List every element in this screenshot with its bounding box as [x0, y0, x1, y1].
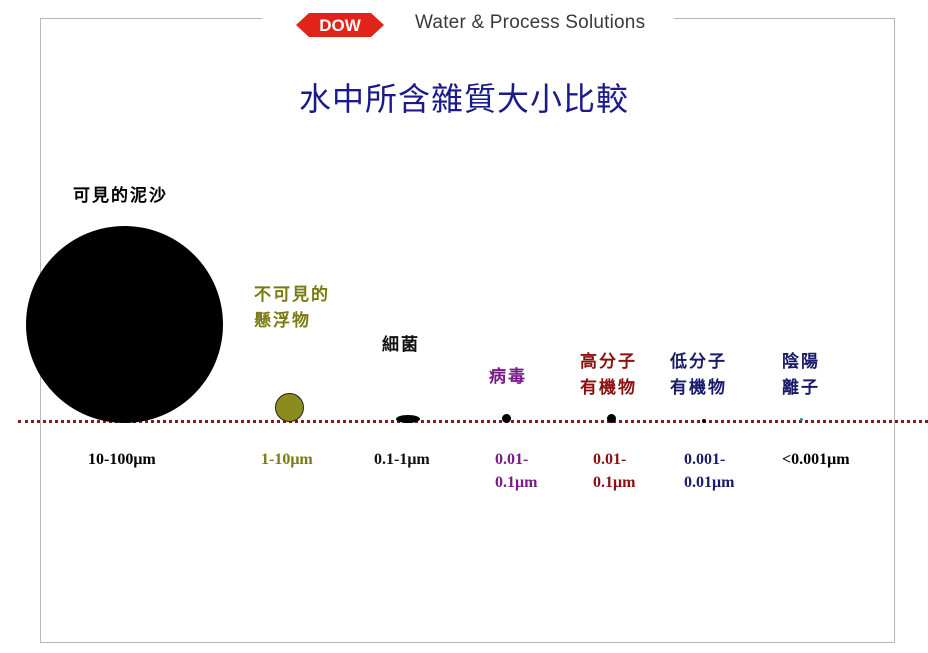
page-title: 水中所含雜質大小比較	[298, 80, 629, 118]
size-low-molecular-organics: 0.001- 0.01μm	[684, 451, 735, 491]
label-low-molecular-organics: 低分子 有機物	[670, 352, 727, 398]
macromolecule-particle	[607, 414, 616, 423]
size-macromolecular-organics: 0.01- 0.1μm	[593, 451, 636, 491]
sediment-particle	[26, 226, 223, 423]
size-suspended-solids: 1-10μm	[261, 451, 313, 468]
label-bacteria: 細菌	[382, 335, 420, 355]
size-baseline	[18, 420, 928, 423]
label-virus: 病毒	[489, 367, 527, 387]
size-bacteria: 0.1-1μm	[374, 451, 430, 468]
size-sediment: 10-100μm	[88, 451, 156, 468]
virus-particle	[502, 414, 511, 423]
brand-name: Water & Process Solutions	[415, 12, 646, 33]
dow-logo: DOW	[296, 13, 384, 37]
size-ions: <0.001μm	[782, 451, 850, 468]
label-ions: 陰陽 離子	[782, 352, 820, 398]
size-virus: 0.01- 0.1μm	[495, 451, 538, 491]
ion-particle	[800, 418, 803, 421]
suspended-solids-particle	[275, 393, 304, 422]
label-sediment: 可見的泥沙	[73, 186, 168, 206]
small-molecule-particle	[702, 419, 706, 423]
label-suspended-solids: 不可見的 懸浮物	[254, 285, 330, 331]
label-macromolecular-organics: 高分子 有機物	[580, 352, 637, 398]
bacteria-particle	[396, 415, 420, 423]
logo-text: DOW	[319, 16, 362, 35]
